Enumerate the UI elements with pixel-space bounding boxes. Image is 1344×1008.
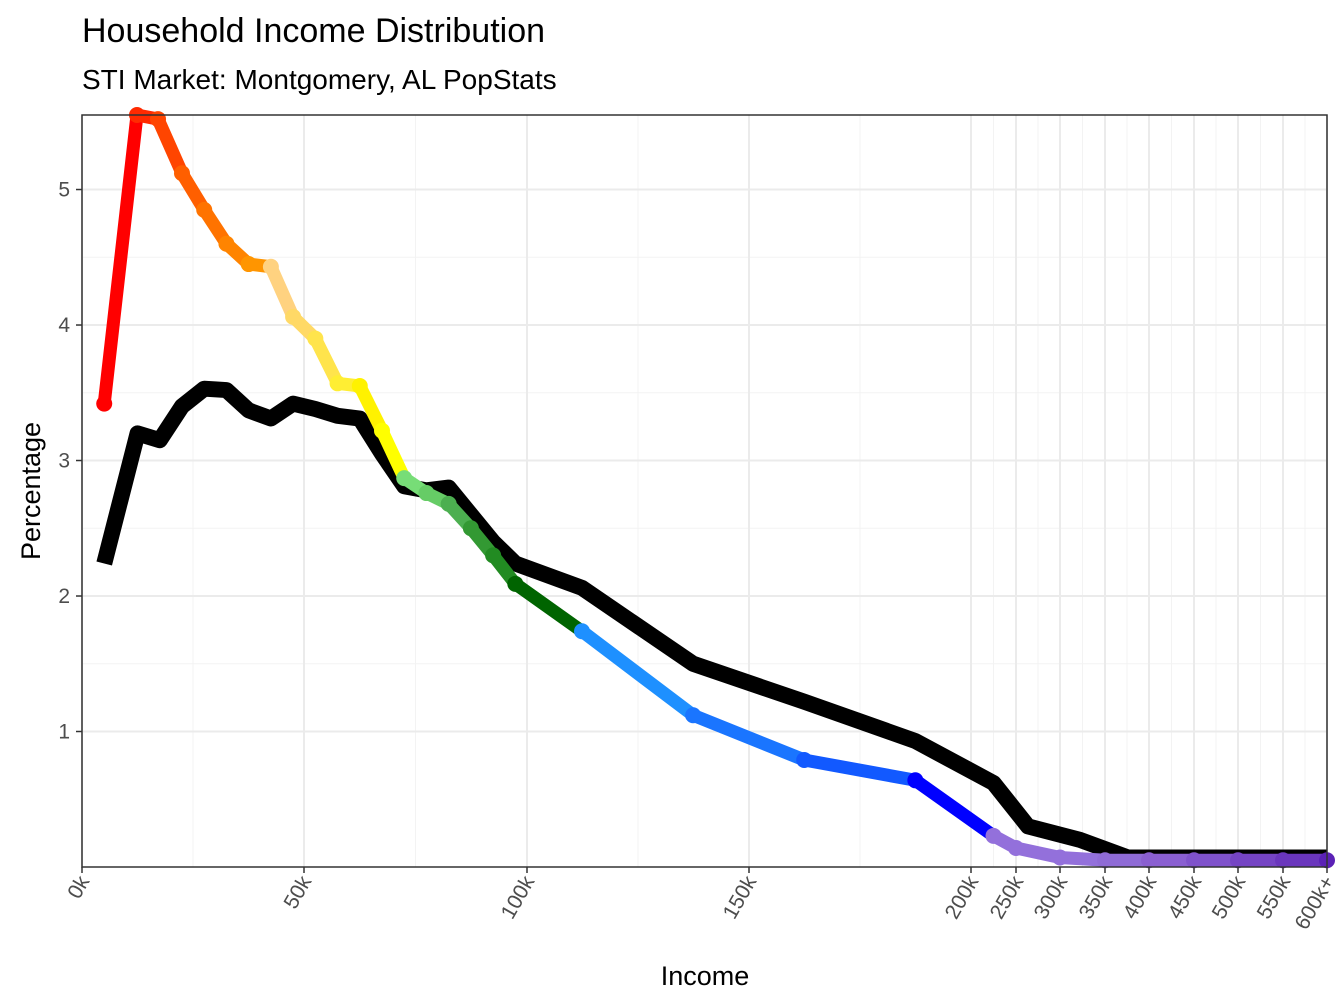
- series-point: [574, 623, 590, 640]
- series-line-black: [96, 380, 1327, 866]
- series-segment: [264, 260, 300, 324]
- series-point: [396, 470, 413, 487]
- series-point: [240, 256, 257, 273]
- x-tick-label: 500k: [1208, 872, 1251, 923]
- series-point: [1141, 852, 1157, 869]
- x-tick-label: 350k: [1075, 872, 1118, 923]
- series-point: [174, 165, 190, 182]
- series-point: [285, 308, 302, 325]
- series-point: [1230, 852, 1246, 869]
- series-point: [440, 495, 457, 512]
- series-point: [196, 201, 213, 218]
- x-tick-label: 200k: [941, 872, 984, 923]
- series-point: [685, 707, 702, 724]
- x-tick-label: 300k: [1030, 872, 1073, 923]
- series-point: [462, 520, 479, 537]
- plot-border: [81, 114, 1328, 868]
- chart-title: Household Income Distribution: [82, 12, 546, 50]
- series-point: [1052, 849, 1068, 866]
- series-point: [418, 485, 435, 502]
- series-point: [351, 377, 368, 394]
- chart-subtitle: STI Market: Montgomery, AL PopStats: [82, 64, 557, 95]
- x-tick-label: 50k: [279, 872, 316, 913]
- x-tick-label: 600k+: [1291, 872, 1340, 934]
- x-tick-label: 450k: [1164, 872, 1207, 923]
- y-tick-label: 1: [58, 721, 70, 744]
- series-point: [1186, 852, 1202, 869]
- series-segment: [151, 112, 189, 180]
- series-point: [218, 235, 235, 252]
- series-point: [150, 111, 166, 128]
- series-segment: [508, 577, 589, 638]
- x-tick-label: 0k: [63, 872, 94, 903]
- series-point: [796, 751, 813, 768]
- y-axis-title: Percentage: [16, 422, 46, 560]
- series-point: [985, 827, 1002, 844]
- series-point: [485, 547, 502, 564]
- series-segment: [575, 624, 700, 722]
- x-tick-label: 400k: [1119, 872, 1162, 923]
- axis-ticks: [76, 188, 1328, 873]
- grid-major: [81, 115, 1328, 867]
- series-point: [329, 375, 346, 392]
- series-point: [307, 330, 324, 347]
- series-segment: [97, 108, 144, 411]
- x-tick-label: 150k: [719, 872, 762, 923]
- y-tick-label: 5: [58, 179, 70, 202]
- series-segment: [353, 379, 389, 438]
- series-segment: [686, 708, 811, 767]
- x-tick-label: 100k: [497, 872, 540, 923]
- series-point: [1008, 840, 1024, 857]
- series-point: [1275, 852, 1291, 869]
- y-tick-label: 3: [58, 450, 70, 473]
- series-layer: [96, 107, 1335, 869]
- y-tick-label: 4: [58, 314, 70, 337]
- series-point: [907, 772, 924, 789]
- x-axis-title: Income: [661, 961, 750, 991]
- grid-minor: [82, 115, 1327, 867]
- y-tick-label: 2: [58, 585, 70, 608]
- series-segment: [308, 332, 345, 390]
- series-segment: [375, 424, 411, 485]
- series-point: [374, 422, 390, 439]
- series-point: [507, 575, 524, 592]
- x-tick-label: 250k: [986, 872, 1029, 923]
- series-point: [1097, 852, 1113, 869]
- x-tick-label: 550k: [1253, 872, 1296, 923]
- series-segment: [908, 773, 1000, 843]
- series-point: [96, 395, 113, 412]
- series-point: [262, 258, 279, 275]
- series-segment: [797, 753, 922, 787]
